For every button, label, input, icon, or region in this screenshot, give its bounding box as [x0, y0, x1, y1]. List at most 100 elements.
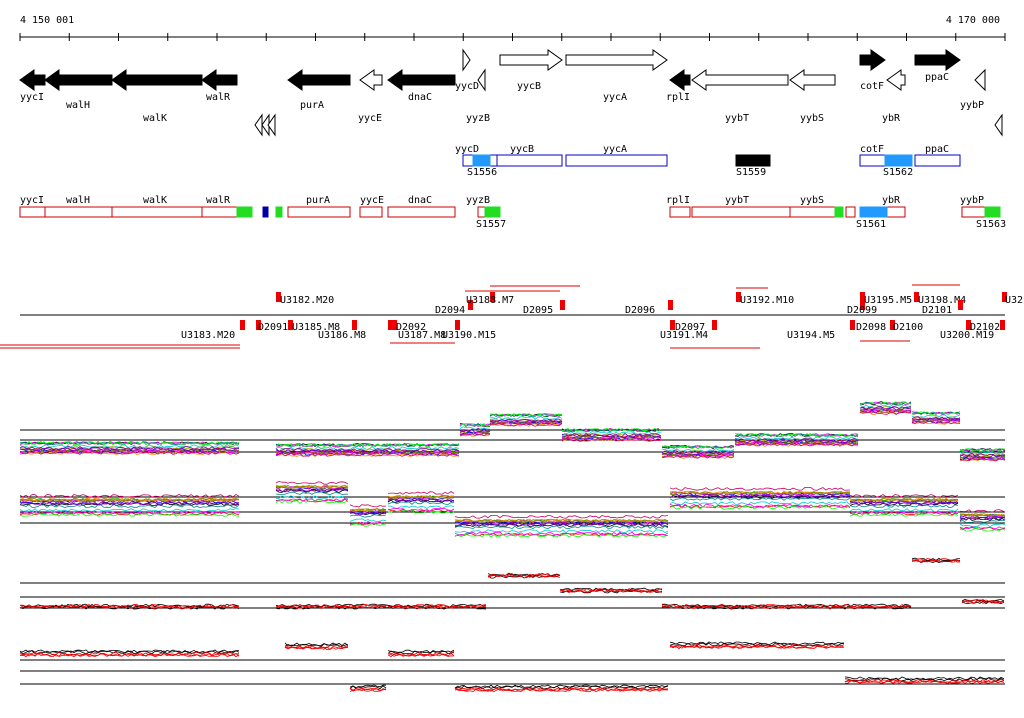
expression-profile — [275, 488, 349, 493]
expression-profile — [959, 509, 1006, 513]
feature-box — [669, 206, 691, 218]
segment-label: U3183.M20 — [181, 330, 235, 341]
gene-arrow — [565, 49, 668, 71]
feature-label: S1562 — [883, 167, 913, 178]
feature-box — [287, 206, 351, 218]
expression-profile — [669, 490, 851, 495]
expression-profile — [561, 431, 661, 435]
gene-arrow — [387, 69, 456, 91]
expression-profile — [911, 417, 961, 422]
expression-profile — [454, 685, 669, 690]
expression-profile — [849, 501, 959, 506]
expression-profile — [387, 508, 455, 513]
expression-profile — [284, 644, 349, 649]
gene-arrow — [477, 68, 486, 92]
gene-label: cotF — [860, 81, 884, 92]
expression-profile — [959, 516, 1006, 520]
expression-profile — [959, 527, 1006, 532]
expression-profile — [661, 603, 912, 608]
expression-profile — [669, 645, 845, 650]
gene-label: walR — [206, 92, 231, 103]
expression-profile — [489, 420, 563, 424]
expression-profile — [561, 432, 662, 437]
segment-marker — [668, 300, 673, 310]
expression-profile — [959, 525, 1006, 530]
gene-label: yybT — [725, 113, 749, 124]
segment-label: D2092 — [396, 322, 426, 333]
segment-label: U3186.M8 — [318, 330, 366, 341]
gene-label: yycD — [455, 81, 479, 92]
expression-profile — [349, 684, 387, 689]
expression-profile — [561, 438, 662, 442]
expression-profile — [734, 433, 859, 437]
feature-label: yycB — [510, 144, 534, 155]
gene-label: ybR — [882, 113, 901, 124]
expression-profile — [459, 426, 491, 430]
expression-profile — [561, 434, 662, 439]
expression-profile — [275, 452, 460, 457]
segment-label: D2102 — [970, 322, 1000, 333]
expression-profile — [959, 457, 1006, 462]
expression-profile — [911, 416, 961, 420]
segment-marker — [288, 320, 293, 330]
feature-label: yybS — [800, 195, 824, 206]
expression-profile — [19, 494, 240, 498]
segment-marker — [958, 300, 963, 310]
expression-profile — [275, 448, 460, 452]
feature-box — [262, 206, 269, 218]
expression-profile — [669, 494, 851, 499]
segment-marker — [860, 292, 865, 302]
track-lines — [20, 429, 1005, 685]
expression-profile — [561, 436, 662, 441]
expression-profile — [911, 411, 961, 415]
expression-profile — [959, 448, 1006, 453]
expression-profile — [489, 413, 563, 418]
gene-label: yycE — [358, 113, 382, 124]
segment-marker — [1002, 292, 1007, 302]
segment-marker — [850, 320, 855, 330]
expression-profile — [19, 447, 240, 451]
expression-profile — [669, 486, 851, 491]
feature-box — [834, 206, 844, 218]
segment-label: D2096 — [625, 305, 655, 316]
expression-profile — [959, 526, 1006, 531]
expression-profile — [459, 423, 491, 427]
expression-profile — [387, 652, 455, 656]
expression-profile — [454, 533, 669, 538]
segment-label: U32 — [1005, 295, 1023, 306]
gene-arrow — [201, 69, 238, 91]
feature-box — [387, 206, 456, 218]
segment-marker — [276, 292, 281, 302]
expression-profile — [19, 498, 239, 503]
expression-profile — [459, 433, 491, 437]
expression-profile — [454, 531, 669, 536]
feature-box — [884, 154, 913, 167]
expression-profile — [959, 451, 1006, 455]
expression-profile — [849, 493, 959, 498]
feature-label: cotF — [860, 144, 884, 155]
segment-marker — [560, 300, 565, 310]
segment-label: U3192.M10 — [740, 295, 794, 306]
expression-profile — [849, 510, 959, 515]
expression-profile — [489, 422, 563, 427]
expression-profile — [911, 420, 961, 425]
expression-profile — [19, 441, 240, 445]
gene-arrow — [691, 69, 789, 91]
expression-profile — [454, 514, 669, 519]
feature-label: walR — [206, 195, 231, 206]
expression-profile — [19, 508, 240, 513]
feature-box — [236, 206, 253, 218]
feature-label: rplI — [666, 195, 690, 206]
expression-profile — [844, 680, 1005, 685]
gene-arrow — [914, 49, 961, 71]
feature-label: S1559 — [736, 167, 766, 178]
feature-label: ybR — [882, 195, 901, 206]
expression-profile — [734, 442, 859, 447]
expression-profile — [734, 433, 859, 438]
feature-label: S1561 — [856, 219, 886, 230]
gene-arrow — [359, 69, 383, 91]
feature-box — [984, 206, 1001, 218]
gene-label: yybP — [960, 100, 984, 111]
segment-label: D2100 — [893, 322, 923, 333]
gene-label: walK — [143, 113, 167, 124]
